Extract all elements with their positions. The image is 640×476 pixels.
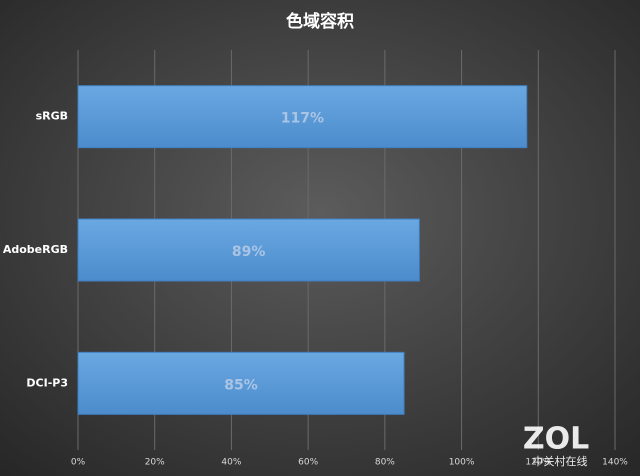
y-tick-label: AdobeRGB bbox=[3, 243, 68, 256]
bar bbox=[77, 85, 528, 149]
bar bbox=[77, 218, 420, 282]
watermark-logo: ZOL bbox=[523, 422, 589, 457]
bar bbox=[77, 351, 405, 415]
x-tick-label: 20% bbox=[145, 458, 165, 468]
x-tick-label: 120% bbox=[525, 458, 551, 468]
x-tick-label: 40% bbox=[221, 458, 241, 468]
chart-title: 色域容积 bbox=[286, 11, 354, 32]
value-label: 85% bbox=[224, 377, 258, 393]
plot: 0% 20% 40% 60% 80% 100% 120% 140% sRGB 117% AdobeR… bbox=[3, 50, 628, 468]
x-tick-label: 0% bbox=[71, 458, 86, 468]
y-tick-label: sRGB bbox=[36, 110, 68, 123]
x-tick-label: 60% bbox=[298, 458, 318, 468]
watermark-text: 中关村在线 bbox=[533, 454, 588, 468]
x-tick-label: 140% bbox=[602, 458, 628, 468]
value-label: 117% bbox=[281, 111, 324, 127]
x-tick-label: 80% bbox=[375, 458, 395, 468]
value-label: 89% bbox=[232, 244, 266, 260]
y-tick-label: DCI-P3 bbox=[26, 376, 68, 389]
x-tick-label: 100% bbox=[449, 458, 475, 468]
